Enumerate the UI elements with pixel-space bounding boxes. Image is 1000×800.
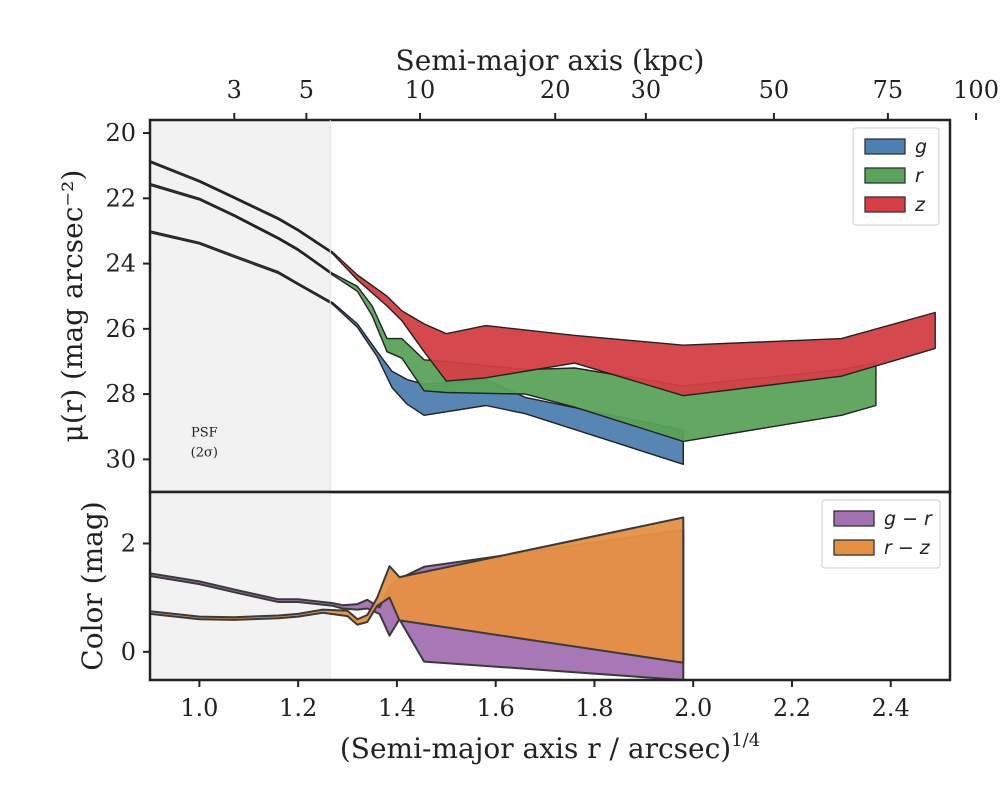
top-y-axis-title: μ(r) (mag arcsec⁻²) xyxy=(56,170,89,443)
xlabel-superscript: 1/4 xyxy=(731,730,760,751)
kpc-tick-label: 50 xyxy=(759,76,790,104)
kpc-tick-label: 100 xyxy=(953,76,999,104)
bottom-panel-frame xyxy=(148,490,952,682)
legend-label-g: g xyxy=(915,136,927,158)
legend-label-g-minus-r: g − r xyxy=(884,508,933,530)
psf-label-line1: PSF xyxy=(191,426,218,441)
bottom-y-axis-title: Color (mag) xyxy=(76,501,109,670)
legend-label-r: r xyxy=(915,165,924,187)
xtick-label: 1.0 xyxy=(180,694,218,722)
band-g xyxy=(150,230,684,465)
xtick-label: 1.6 xyxy=(477,694,515,722)
xtick-label: 2.0 xyxy=(674,694,712,722)
ytick-label: 28 xyxy=(105,380,136,408)
xtick-label: 2.2 xyxy=(773,694,811,722)
xlabel-base: (Semi-major axis r / arcsec) xyxy=(340,732,731,765)
kpc-tick-label: 30 xyxy=(631,76,662,104)
top-axis-title: Semi-major axis (kpc) xyxy=(396,44,705,77)
xtick-label: 1.8 xyxy=(575,694,613,722)
ytick-label: 22 xyxy=(105,184,136,212)
psf-label-line2: (2σ) xyxy=(191,446,218,461)
xtick-label: 2.4 xyxy=(872,694,910,722)
legend-swatch-g xyxy=(864,138,906,155)
color-panel: 1.0 1.2 1.4 1.6 1.8 2.0 2.2 2.4 02 g − rr − z xyxy=(121,490,952,722)
kpc-tick-label: 10 xyxy=(405,76,436,104)
xtick-label: 1.4 xyxy=(378,694,416,722)
kpc-tick-label: 5 xyxy=(299,76,314,104)
bottom-legend: g − r r − z xyxy=(821,499,941,569)
xtick-label: 1.2 xyxy=(279,694,317,722)
top-kpc-axis: 351020305075100150 xyxy=(227,76,999,120)
kpc-tick-label: 20 xyxy=(540,76,571,104)
band-r-minus-z xyxy=(150,516,685,664)
top-y-axis: 20 22 24 26 28 30 xyxy=(105,119,150,473)
ytick-label: 20 xyxy=(105,119,136,147)
legend-label-r-minus-z: r − z xyxy=(884,537,931,559)
legend-swatch-r xyxy=(864,167,906,184)
kpc-tick-label: 3 xyxy=(227,76,242,104)
band-r xyxy=(150,182,877,443)
bottom-x-axis-title: (Semi-major axis r / arcsec)1/4 xyxy=(340,730,760,765)
legend-label-z: z xyxy=(914,194,926,216)
legend-swatch-r-minus-z xyxy=(833,539,875,556)
psf-region xyxy=(150,120,331,492)
band-z xyxy=(150,160,936,397)
ytick-label: 30 xyxy=(105,445,136,473)
legend-swatch-z xyxy=(864,196,906,213)
bottom-series-layer xyxy=(150,516,685,680)
top-series-layer xyxy=(150,160,936,465)
psf-region-bottom xyxy=(150,492,331,680)
top-legend: grz xyxy=(852,127,940,226)
bottom-x-axis: 1.0 1.2 1.4 1.6 1.8 2.0 2.2 2.4 xyxy=(180,680,910,722)
bottom-y-axis: 02 xyxy=(121,529,150,666)
ytick-label: 26 xyxy=(105,315,136,343)
legend-swatch-g-minus-r xyxy=(833,510,875,527)
ytick-label: 2 xyxy=(121,529,136,557)
ytick-label: 0 xyxy=(121,638,136,666)
ytick-label: 24 xyxy=(105,250,136,278)
kpc-tick-label: 75 xyxy=(873,76,904,104)
